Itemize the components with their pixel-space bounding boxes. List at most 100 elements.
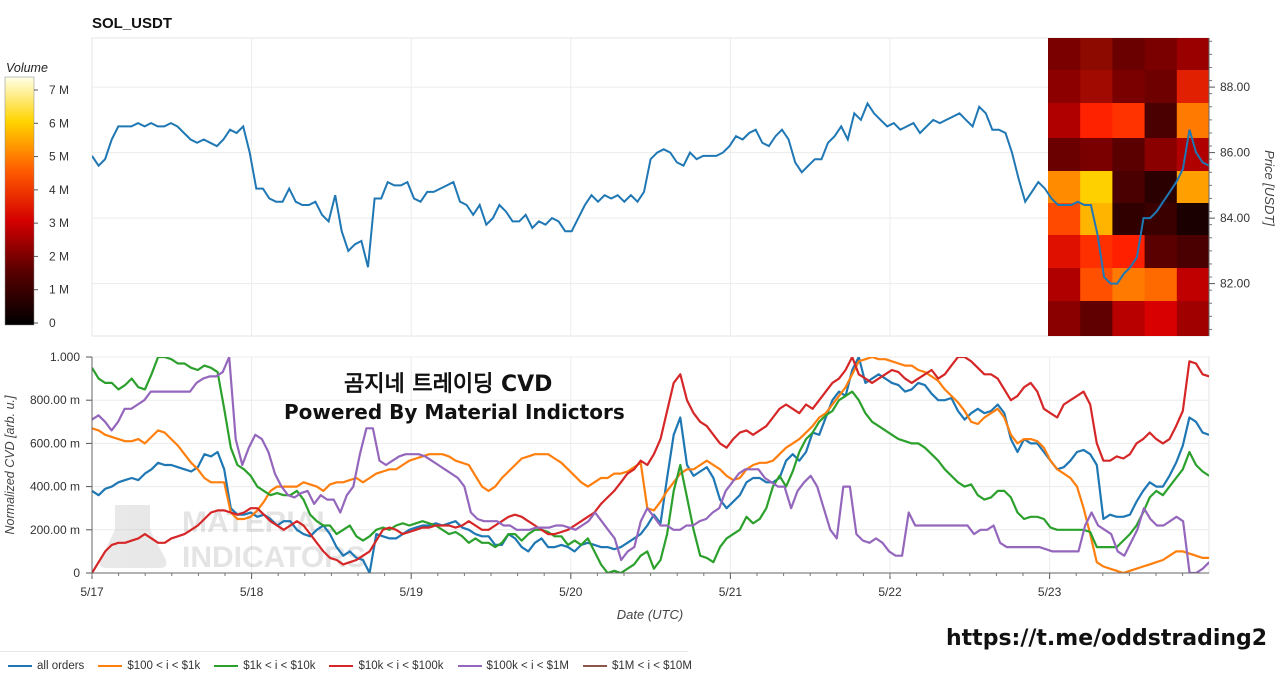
date-tick-label: 5/21 xyxy=(719,585,743,599)
heatmap-cell xyxy=(1144,301,1178,336)
cvd-plot-area xyxy=(91,356,1210,574)
colorbar-tick-label: 3 M xyxy=(49,216,69,230)
price-tick-label: 86.00 xyxy=(1220,146,1250,160)
heatmap-cell xyxy=(1112,70,1146,104)
volume-heatmap xyxy=(1048,38,1209,336)
cvd-line xyxy=(92,357,1209,573)
colorbar-tick-label: 1 M xyxy=(49,283,69,297)
price-y-ticks: 88.00 86.00 84.00 82.00 xyxy=(1208,38,1250,336)
legend-label: $10k < i < $100k xyxy=(358,660,444,672)
cvd-series xyxy=(92,357,1209,573)
date-tick-label: 5/23 xyxy=(1038,585,1062,599)
heatmap-cell xyxy=(1080,235,1113,269)
heatmap-cell xyxy=(1144,70,1178,104)
legend-label: $100k < i < $1M xyxy=(486,660,569,672)
heatmap-cell xyxy=(1048,171,1081,204)
date-tick-label: 5/17 xyxy=(80,585,104,599)
price-series xyxy=(92,101,1209,285)
cvd-line xyxy=(92,357,1209,573)
colorbar-tick-label: 0 xyxy=(49,316,56,330)
heatmap-cell xyxy=(1080,38,1113,71)
heatmap-cell xyxy=(1176,235,1209,269)
heatmap-cell xyxy=(1144,103,1178,139)
heatmap-cell xyxy=(1112,268,1146,302)
date-tick-label: 5/20 xyxy=(559,585,583,599)
heatmap-cell xyxy=(1080,301,1113,336)
legend-swatch xyxy=(98,665,123,667)
date-tick-label: 5/18 xyxy=(240,585,264,599)
heatmap-cell xyxy=(1176,70,1209,104)
legend-item[interactable]: $1M < i < $10M xyxy=(583,660,692,672)
heatmap-cell xyxy=(1176,38,1209,71)
heatmap-cell xyxy=(1080,70,1113,104)
date-axis-label: Date (UTC) xyxy=(617,607,683,622)
legend-swatch xyxy=(583,665,607,667)
telegram-link[interactable]: https://t.me/oddstrading2 xyxy=(946,626,1268,651)
price-axis-label: Price [USDT] xyxy=(1262,150,1277,226)
heatmap-cell xyxy=(1048,38,1081,71)
heatmap-cell xyxy=(1144,203,1178,236)
legend-swatch xyxy=(214,665,239,667)
price-tick-label: 88.00 xyxy=(1220,80,1250,94)
heatmap-cell xyxy=(1048,203,1081,236)
cvd-tick-label: 600.00 m xyxy=(30,436,80,450)
powered-by-text: Powered By Material Indictors xyxy=(284,400,625,424)
heatmap-cell xyxy=(1048,138,1081,172)
date-tick-label: 5/19 xyxy=(400,585,424,599)
heatmap-cell xyxy=(1048,301,1081,336)
legend-label: $1k < i < $10k xyxy=(243,660,316,672)
legend-swatch xyxy=(457,665,482,667)
colorbar-tick-label: 5 M xyxy=(49,150,69,164)
price-plot-area xyxy=(91,37,1210,337)
price-tick-label: 84.00 xyxy=(1220,211,1250,225)
cvd-axis-label: Normalized CVD [arb. u.] xyxy=(3,395,17,534)
legend-divider xyxy=(0,651,688,652)
korean-title: 곰지네 트레이딩 CVD xyxy=(344,372,553,397)
cvd-tick-label: 0 xyxy=(73,566,80,580)
colorbar-tick-label: 7 M xyxy=(49,83,69,97)
cvd-tick-label: 1.000 xyxy=(50,350,80,364)
cvd-tick-label: 200.00 m xyxy=(30,523,80,537)
legend-item[interactable]: all orders xyxy=(8,660,84,672)
heatmap-cell xyxy=(1080,268,1113,302)
heatmap-cell xyxy=(1176,301,1209,336)
heatmap-cell xyxy=(1176,171,1209,204)
price-line xyxy=(92,101,1209,285)
legend-item[interactable]: $100k < i < $1M xyxy=(457,660,569,672)
legend-label: $1M < i < $10M xyxy=(612,660,692,672)
colorbar-tick-label: 4 M xyxy=(49,183,69,197)
cvd-line xyxy=(92,357,1209,573)
colorbar-tick-label: 2 M xyxy=(49,249,69,263)
heatmap-cell xyxy=(1048,70,1081,104)
heatmap-cell xyxy=(1112,301,1146,336)
legend-item[interactable]: $100 < i < $1k xyxy=(98,660,200,672)
chart-title: SOL_USDT xyxy=(92,15,172,32)
legend: all orders $100 < i < $1k $1k < i < $10k $1… xyxy=(8,660,706,672)
cvd-line xyxy=(92,357,1209,573)
heatmap-cell xyxy=(1144,268,1178,302)
legend-swatch xyxy=(329,665,354,667)
heatmap-cell xyxy=(1048,268,1081,302)
heatmap-cell xyxy=(1048,235,1081,269)
date-x-ticks: 5/17 5/18 5/19 5/20 5/21 5/22 5/23 xyxy=(80,573,1184,599)
cvd-line xyxy=(92,357,1209,573)
heatmap-cell xyxy=(1112,203,1146,236)
price-tick-label: 82.00 xyxy=(1220,277,1250,291)
watermark-line2: INDICATORS xyxy=(182,541,366,574)
flask-icon xyxy=(99,505,167,568)
heatmap-cell xyxy=(1112,38,1146,71)
heatmap-cell xyxy=(1176,203,1209,236)
legend-swatch xyxy=(8,665,32,667)
cvd-tick-label: 400.00 m xyxy=(30,480,80,494)
legend-item[interactable]: $10k < i < $100k xyxy=(329,660,444,672)
colorbar-ticks: 7 M 6 M 5 M 4 M 3 M 2 M 1 M 0 xyxy=(34,83,69,330)
heatmap-cell xyxy=(1144,138,1178,172)
heatmap-cell xyxy=(1176,268,1209,302)
heatmap-cell xyxy=(1144,38,1178,71)
legend-item[interactable]: $1k < i < $10k xyxy=(214,660,315,672)
colorbar xyxy=(4,76,35,326)
heatmap-cell xyxy=(1112,103,1146,139)
heatmap-cell xyxy=(1048,103,1081,139)
